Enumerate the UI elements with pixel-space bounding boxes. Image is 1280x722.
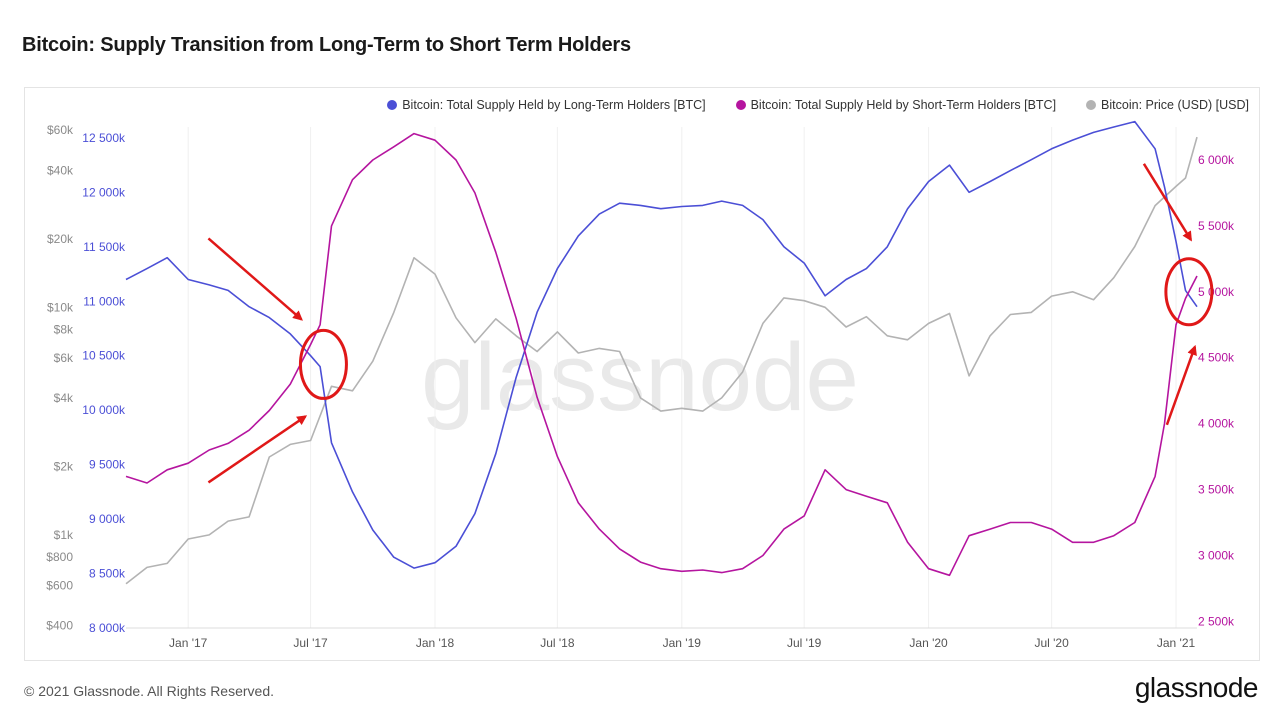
legend-item-lth[interactable]: Bitcoin: Total Supply Held by Long-Term … — [387, 98, 706, 112]
x-tick-label: Jan '17 — [169, 636, 208, 650]
annotation-arrow-4 — [1165, 344, 1197, 426]
lth-tick-label: 8 000k — [89, 621, 126, 635]
lth-tick-label: 12 000k — [82, 185, 126, 199]
annotation-arrow-3 — [1142, 163, 1192, 242]
lth-tick-label: 11 500k — [83, 240, 126, 254]
price-tick-label: $60k — [47, 123, 74, 137]
x-tick-label: Jan '19 — [663, 636, 702, 650]
lth-tick-label: 10 500k — [82, 349, 126, 363]
annotation-circle-2 — [1164, 257, 1214, 327]
legend-label-sth: Bitcoin: Total Supply Held by Short-Term… — [750, 98, 1057, 112]
price-tick-label: $6k — [54, 351, 74, 365]
sth-tick-label: 4 500k — [1198, 351, 1235, 365]
lth-series-line — [125, 120, 1198, 569]
annotation-arrow-1 — [207, 237, 303, 321]
price-tick-label: $400 — [46, 618, 73, 632]
price-tick-label: $2k — [54, 459, 74, 473]
price-tick-label: $8k — [54, 322, 74, 336]
price-tick-label: $1k — [54, 528, 74, 542]
sth-series-line — [125, 132, 1198, 577]
x-tick-label: Jul '18 — [540, 636, 575, 650]
price-tick-label: $600 — [46, 578, 73, 592]
price-tick-label: $4k — [54, 391, 74, 405]
chart-legend: Bitcoin: Total Supply Held by Long-Term … — [25, 98, 1249, 112]
legend-label-lth: Bitcoin: Total Supply Held by Long-Term … — [402, 98, 706, 112]
watermark-text: glassnode — [421, 324, 859, 431]
lth-tick-label: 8 500k — [89, 567, 126, 581]
legend-label-price: Bitcoin: Price (USD) [USD] — [1101, 98, 1249, 112]
price-tick-label: $10k — [47, 300, 74, 314]
sth-tick-label: 3 000k — [1198, 548, 1235, 562]
annotation-arrow-2 — [207, 415, 308, 484]
annotation-circle-1 — [298, 328, 348, 400]
price-tick-label: $800 — [46, 550, 73, 564]
legend-dot-lth — [387, 100, 398, 110]
x-tick-label: Jan '21 — [1157, 636, 1196, 650]
x-tick-label: Jul '17 — [293, 636, 328, 650]
x-tick-label: Jan '20 — [909, 636, 948, 650]
legend-dot-price — [1086, 100, 1097, 110]
legend-item-price[interactable]: Bitcoin: Price (USD) [USD] — [1086, 98, 1249, 112]
x-tick-label: Jul '19 — [787, 636, 822, 650]
sth-tick-label: 6 000k — [1198, 153, 1235, 167]
copyright-text: © 2021 Glassnode. All Rights Reserved. — [24, 683, 275, 699]
lth-tick-label: 11 000k — [83, 294, 126, 308]
price-tick-label: $20k — [47, 232, 74, 246]
page-title: Bitcoin: Supply Transition from Long-Ter… — [22, 34, 631, 56]
lth-tick-label: 9 500k — [89, 458, 126, 472]
legend-item-sth[interactable]: Bitcoin: Total Supply Held by Short-Term… — [735, 98, 1057, 112]
lth-tick-label: 9 000k — [89, 512, 126, 526]
x-tick-label: Jul '20 — [1034, 636, 1069, 650]
x-tick-label: Jan '18 — [416, 636, 455, 650]
sth-tick-label: 5 000k — [1198, 285, 1235, 299]
glassnode-logo: glassnode — [1134, 672, 1259, 703]
sth-tick-label: 3 500k — [1198, 483, 1235, 497]
sth-tick-label: 4 000k — [1198, 417, 1235, 431]
lth-tick-label: 12 500k — [82, 131, 126, 145]
price-series-line — [125, 136, 1198, 585]
lth-tick-label: 10 000k — [82, 403, 126, 417]
sth-tick-label: 5 500k — [1198, 219, 1235, 233]
legend-dot-sth — [735, 100, 746, 110]
sth-tick-label: 2 500k — [1198, 614, 1235, 628]
price-tick-label: $40k — [47, 163, 74, 177]
chart-panel: Bitcoin: Total Supply Held by Long-Term … — [24, 87, 1260, 661]
